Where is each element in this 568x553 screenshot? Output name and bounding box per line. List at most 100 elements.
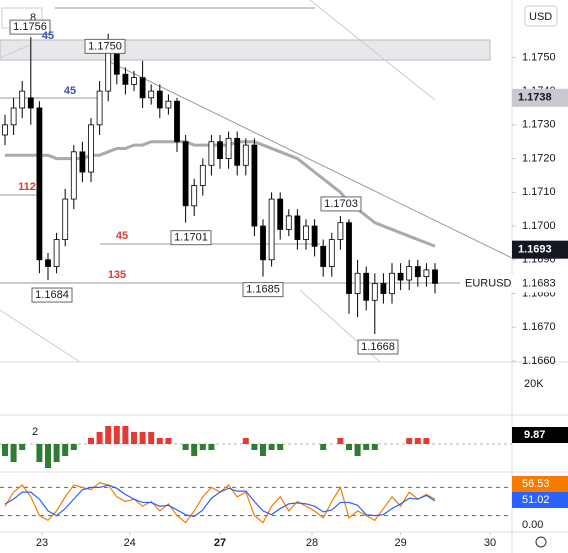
x-tick-label: 28 — [306, 537, 318, 549]
macd-bar — [320, 444, 327, 450]
price-tag — [512, 88, 568, 107]
stoch-tag-box — [512, 476, 568, 492]
last-price: 1.1683 — [522, 277, 556, 289]
stoch-tag: 51.02 — [522, 494, 550, 506]
candle-body — [242, 144, 249, 166]
macd-bar — [337, 438, 344, 444]
candle-body — [406, 266, 413, 281]
stoch-line — [4, 484, 436, 518]
stoch-tag: 56.53 — [522, 478, 550, 490]
macd-bar — [19, 444, 26, 450]
candle-body — [225, 137, 232, 159]
candle-body — [27, 97, 34, 109]
y-tick-label: 1.1720 — [522, 152, 556, 164]
candle-body — [96, 90, 103, 126]
candle-body — [139, 77, 146, 99]
macd-bar — [191, 444, 198, 456]
macd-tag: 9.87 — [524, 429, 545, 441]
macd-bar — [242, 438, 249, 444]
candle-body — [251, 144, 258, 227]
channel-line — [0, 309, 81, 363]
price-label-box — [242, 282, 284, 298]
candle-body — [113, 50, 120, 75]
macd-param: 2 — [32, 426, 38, 438]
candle-body — [371, 283, 378, 301]
macd-bar — [423, 438, 430, 444]
macd-bar — [363, 444, 370, 450]
macd-bar — [139, 432, 146, 444]
candle-body — [346, 222, 352, 294]
macd-bar — [354, 444, 361, 456]
candle-body — [337, 222, 344, 240]
candle-body — [389, 272, 395, 294]
y-tick-label: 1.1670 — [522, 321, 556, 333]
candle-body — [311, 225, 318, 247]
candle-body — [165, 100, 172, 109]
macd-bar — [156, 438, 163, 444]
candle-body — [10, 107, 17, 126]
macd-bar — [2, 444, 8, 456]
candle-body — [380, 283, 387, 294]
level-tag: 135 — [108, 269, 126, 281]
currency[interactable]: USD — [529, 11, 552, 23]
macd-bar — [122, 426, 129, 444]
macd-bar — [62, 444, 69, 456]
candle-body — [432, 269, 438, 284]
candle-body — [191, 185, 198, 207]
candle-body — [268, 198, 275, 261]
price-label: 1.1750 — [88, 40, 122, 52]
macd-bar — [260, 444, 266, 456]
candle-body — [19, 90, 26, 109]
candle-body — [260, 225, 266, 261]
candle-body — [70, 151, 77, 200]
y-tick-label: 1.1710 — [522, 186, 556, 198]
trend-line — [109, 61, 513, 259]
price-label-box — [9, 19, 51, 35]
macd-bar — [53, 444, 60, 462]
settings-icon[interactable] — [535, 536, 547, 548]
macd-bar — [45, 444, 51, 468]
price-label: 1.1703 — [324, 198, 358, 210]
macd-bar — [36, 444, 43, 462]
candle-body — [79, 151, 86, 173]
price-label: 1.1756 — [13, 21, 47, 33]
candle-body — [53, 239, 60, 267]
x-tick-label: 27 — [214, 537, 226, 549]
currency-button[interactable] — [524, 5, 558, 27]
x-tick-label: 30 — [484, 537, 496, 549]
level-tag: 45 — [42, 30, 54, 42]
candle-body — [414, 266, 421, 278]
price-label-box — [320, 196, 362, 212]
stoch-line — [4, 482, 436, 524]
macd-bar — [371, 444, 378, 450]
price-label-box — [84, 38, 126, 54]
macd-bar — [199, 444, 206, 450]
macd-bar — [131, 432, 137, 444]
macd-bar — [251, 444, 258, 450]
macd-bar — [208, 444, 215, 450]
candle-body — [294, 215, 301, 240]
price-label: 1.1701 — [174, 232, 208, 244]
candle-body — [208, 141, 215, 166]
x-tick-label: 29 — [394, 537, 406, 549]
candle-body — [156, 90, 163, 109]
macd-bar — [182, 444, 189, 450]
candle-body — [234, 137, 241, 166]
candle-body — [277, 198, 284, 230]
y-tick-label: 1.1660 — [522, 355, 556, 367]
interval[interactable]: 8 — [30, 12, 36, 24]
price-label-box — [31, 287, 73, 303]
candle-body — [36, 107, 43, 261]
stoch-tick-label: 0.00 — [522, 519, 543, 531]
candle-body — [320, 245, 327, 267]
candle-body — [45, 259, 51, 267]
last-price-tag — [512, 274, 568, 293]
candle-body — [363, 272, 370, 301]
macd-bar — [268, 444, 275, 450]
price-label: 1.1684 — [35, 289, 69, 301]
level-tag: 45 — [64, 85, 76, 97]
candle-body — [88, 124, 94, 173]
candle-body — [354, 272, 361, 294]
candle-body — [105, 50, 112, 92]
